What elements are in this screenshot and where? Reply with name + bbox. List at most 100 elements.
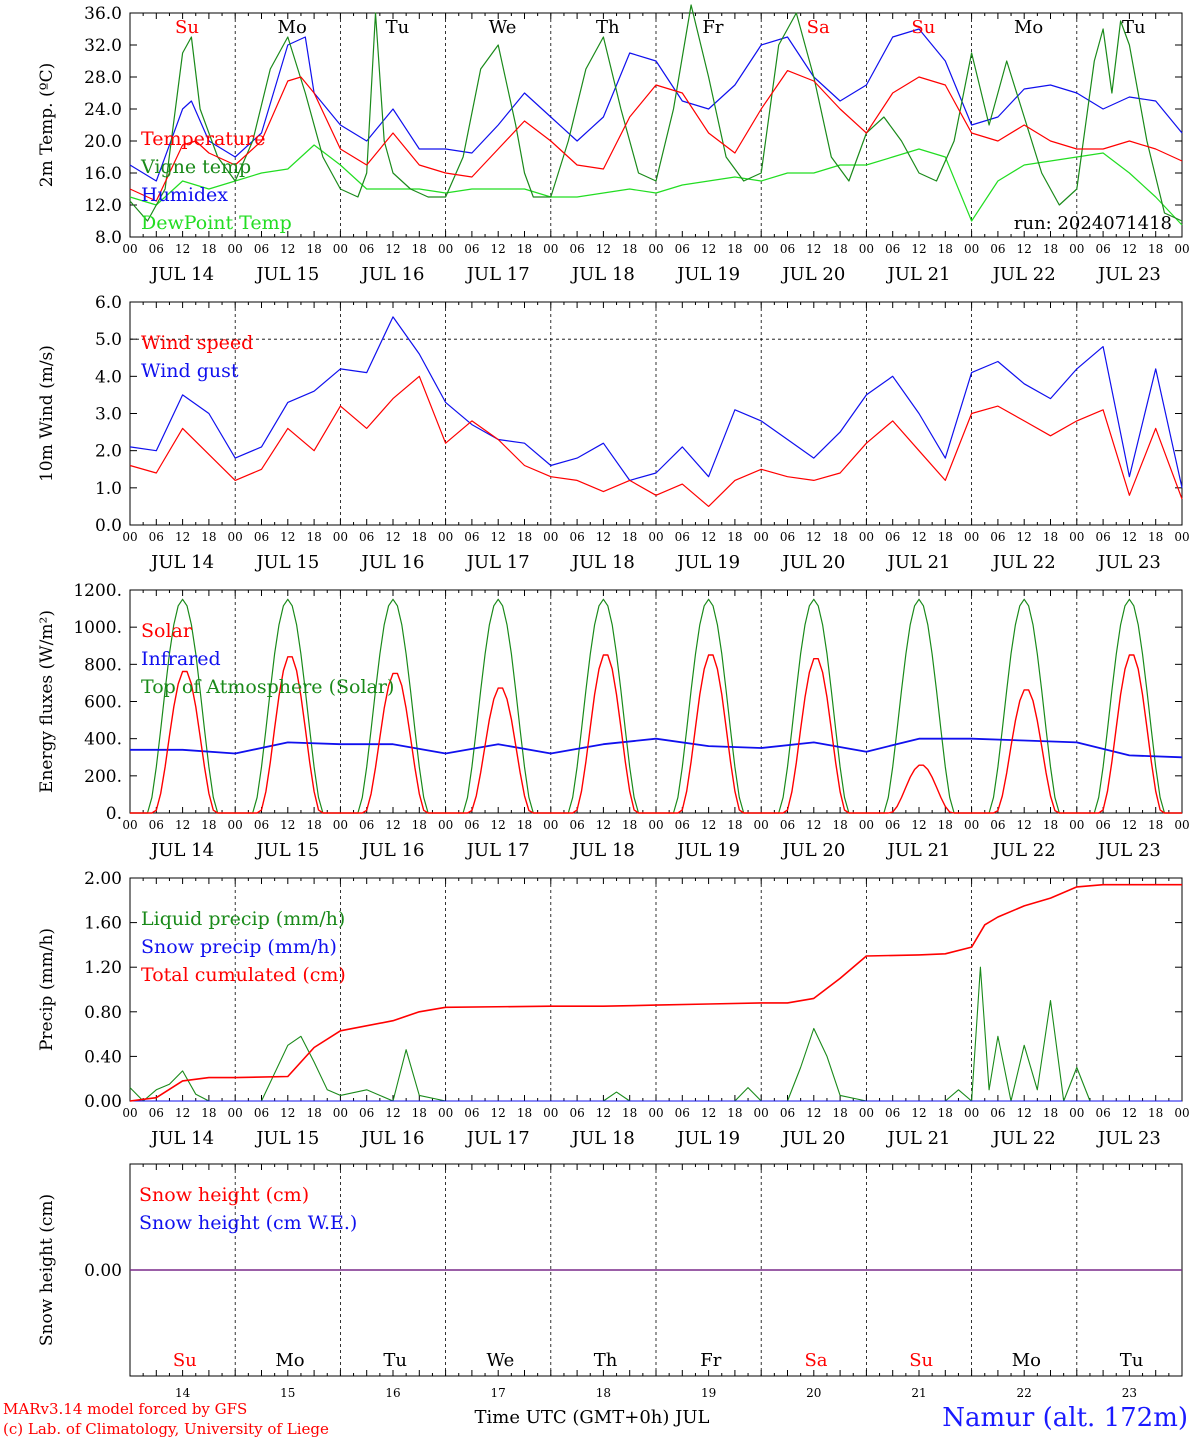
day-label: JUL 21 — [886, 264, 951, 285]
y-tick-label: 400. — [84, 730, 122, 750]
hour-tick-label: 18 — [938, 530, 953, 544]
day-label: JUL 16 — [360, 1128, 425, 1149]
hour-tick-label: 00 — [648, 242, 663, 256]
hour-tick-label: 18 — [412, 530, 427, 544]
weekday-label: Mo — [1012, 1350, 1041, 1371]
weekday-label: Th — [594, 1350, 618, 1371]
hour-tick-label: 18 — [201, 1106, 216, 1120]
legend-top-of-atmosphere-solar: Top of Atmosphere (Solar) — [141, 676, 394, 698]
hour-tick-label: 00 — [859, 1106, 874, 1120]
hour-tick-label: 06 — [675, 530, 690, 544]
day-number-label: 14 — [175, 1386, 191, 1400]
hour-tick-label: 12 — [596, 818, 611, 832]
hour-tick-label: 18 — [622, 242, 637, 256]
panel-frame — [129, 301, 1183, 526]
hour-tick-label: 06 — [149, 818, 164, 832]
day-number-label: 20 — [806, 1386, 821, 1400]
day-number-label: 21 — [911, 1386, 926, 1400]
y-tick-label: 20.0 — [84, 132, 122, 152]
series-line-infrared — [130, 737, 1183, 759]
day-label: JUL 20 — [780, 1128, 845, 1149]
hour-tick-label: 06 — [675, 1106, 690, 1120]
hour-tick-label: 00 — [1174, 818, 1189, 832]
y-tick-label: 2.00 — [84, 869, 122, 889]
hour-tick-label: 18 — [832, 1106, 847, 1120]
series-line-temperature — [129, 69, 1183, 202]
hour-tick-label: 00 — [1174, 530, 1189, 544]
hour-tick-label: 12 — [806, 1106, 821, 1120]
y-tick-label: 6.0 — [95, 293, 122, 313]
hour-tick-label: 12 — [911, 530, 926, 544]
series-line-liquid-precip-mm-h- — [129, 966, 1182, 1102]
hour-tick-label: 00 — [859, 818, 874, 832]
hour-tick-label: 00 — [964, 530, 979, 544]
hour-tick-label: 06 — [569, 530, 584, 544]
hour-tick-label: 18 — [1148, 818, 1163, 832]
hour-tick-label: 00 — [754, 242, 769, 256]
lab-credit: (c) Lab. of Climatology, University of L… — [3, 1420, 329, 1438]
hour-tick-label: 06 — [780, 242, 795, 256]
hour-tick-label: 18 — [517, 530, 532, 544]
weekday-label: Fr — [700, 1350, 721, 1371]
y-tick-label: 1.60 — [84, 914, 122, 934]
hour-tick-label: 12 — [806, 530, 821, 544]
hour-tick-label: 18 — [727, 1106, 742, 1120]
day-label: JUL 21 — [886, 840, 951, 861]
day-label: JUL 19 — [675, 264, 740, 285]
y-tick-label: 4.0 — [95, 367, 122, 387]
hour-tick-label: 18 — [622, 818, 637, 832]
hour-tick-label: 12 — [806, 242, 821, 256]
hour-tick-label: 12 — [385, 1106, 400, 1120]
hour-tick-label: 00 — [648, 818, 663, 832]
hour-tick-label: 00 — [122, 530, 137, 544]
hour-tick-label: 00 — [754, 1106, 769, 1120]
hour-tick-label: 06 — [885, 530, 900, 544]
hour-tick-label: 00 — [228, 530, 243, 544]
series-line-humidex — [129, 28, 1183, 182]
hour-tick-label: 12 — [1017, 530, 1032, 544]
y-tick-label: 36.0 — [84, 4, 122, 24]
weekday-label: Sa — [804, 1350, 827, 1371]
series-line-dewpoint-temp — [129, 144, 1183, 226]
day-number-label: 15 — [280, 1386, 295, 1400]
legend-total-cumulated-cm: Total cumulated (cm) — [141, 964, 346, 986]
y-tick-label: 2.0 — [95, 442, 122, 462]
day-label: JUL 16 — [360, 840, 425, 861]
day-label: JUL 23 — [1096, 552, 1161, 573]
hour-tick-label: 18 — [1043, 530, 1058, 544]
legend-snow-height-cm: Snow height (cm) — [139, 1184, 309, 1206]
day-label: JUL 14 — [149, 1128, 214, 1149]
hour-tick-label: 12 — [701, 1106, 716, 1120]
hour-tick-label: 12 — [280, 818, 295, 832]
series-line-wind-speed — [129, 375, 1183, 507]
day-label: JUL 16 — [360, 552, 425, 573]
hour-tick-label: 18 — [306, 242, 321, 256]
hour-tick-label: 00 — [333, 530, 348, 544]
weekday-label: We — [489, 17, 517, 38]
hour-tick-label: 18 — [1148, 242, 1163, 256]
hour-tick-label: 18 — [412, 818, 427, 832]
y-tick-label: 0.80 — [84, 1003, 122, 1023]
day-label: JUL 17 — [465, 840, 530, 861]
hour-tick-label: 00 — [333, 818, 348, 832]
legend-infrared: Infrared — [141, 648, 221, 670]
hour-tick-label: 18 — [1148, 1106, 1163, 1120]
hour-tick-label: 12 — [1017, 818, 1032, 832]
hour-tick-label: 12 — [1122, 530, 1137, 544]
hour-tick-label: 00 — [859, 242, 874, 256]
hour-tick-label: 18 — [201, 242, 216, 256]
y-tick-label: 0.0 — [95, 516, 122, 536]
time-axis-label: Time UTC (GMT+0h) JUL — [475, 1407, 710, 1428]
weekday-label: Tu — [383, 1350, 407, 1371]
hour-tick-label: 18 — [306, 818, 321, 832]
hour-tick-label: 00 — [1069, 242, 1084, 256]
hour-tick-label: 18 — [517, 242, 532, 256]
hour-tick-label: 06 — [1095, 530, 1110, 544]
weekday-label: Tu — [386, 17, 410, 38]
hour-tick-label: 12 — [911, 242, 926, 256]
day-label: JUL 21 — [886, 552, 951, 573]
hour-tick-label: 06 — [1095, 818, 1110, 832]
legend-snow-precip-mm-h: Snow precip (mm/h) — [141, 936, 337, 958]
day-label: JUL 14 — [149, 264, 214, 285]
